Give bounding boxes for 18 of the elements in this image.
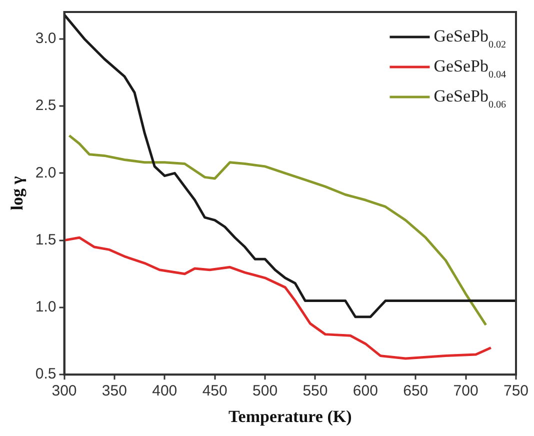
x-tick-label: 300 <box>52 382 77 400</box>
x-tick-label: 600 <box>352 382 378 400</box>
y-tick-label: 2.0 <box>35 164 56 182</box>
x-tick-label: 650 <box>403 382 428 400</box>
x-tick-label: 550 <box>302 382 328 400</box>
x-tick-label: 400 <box>152 382 178 400</box>
x-tick-label: 500 <box>252 382 278 400</box>
y-tick-label: 1.5 <box>35 231 56 248</box>
x-tick-label: 450 <box>202 382 228 400</box>
x-tick-label: 700 <box>453 382 478 400</box>
y-axis-title: log γ <box>8 176 27 210</box>
x-axis-title: Temperature (K) <box>228 407 352 426</box>
y-tick-label: 0.5 <box>35 366 56 383</box>
x-tick-label: 350 <box>102 382 127 400</box>
x-tick-label: 750 <box>503 382 529 400</box>
y-tick-label: 2.5 <box>35 97 56 114</box>
y-tick-label: 1.0 <box>35 298 56 316</box>
y-tick-label: 3.0 <box>35 30 56 47</box>
